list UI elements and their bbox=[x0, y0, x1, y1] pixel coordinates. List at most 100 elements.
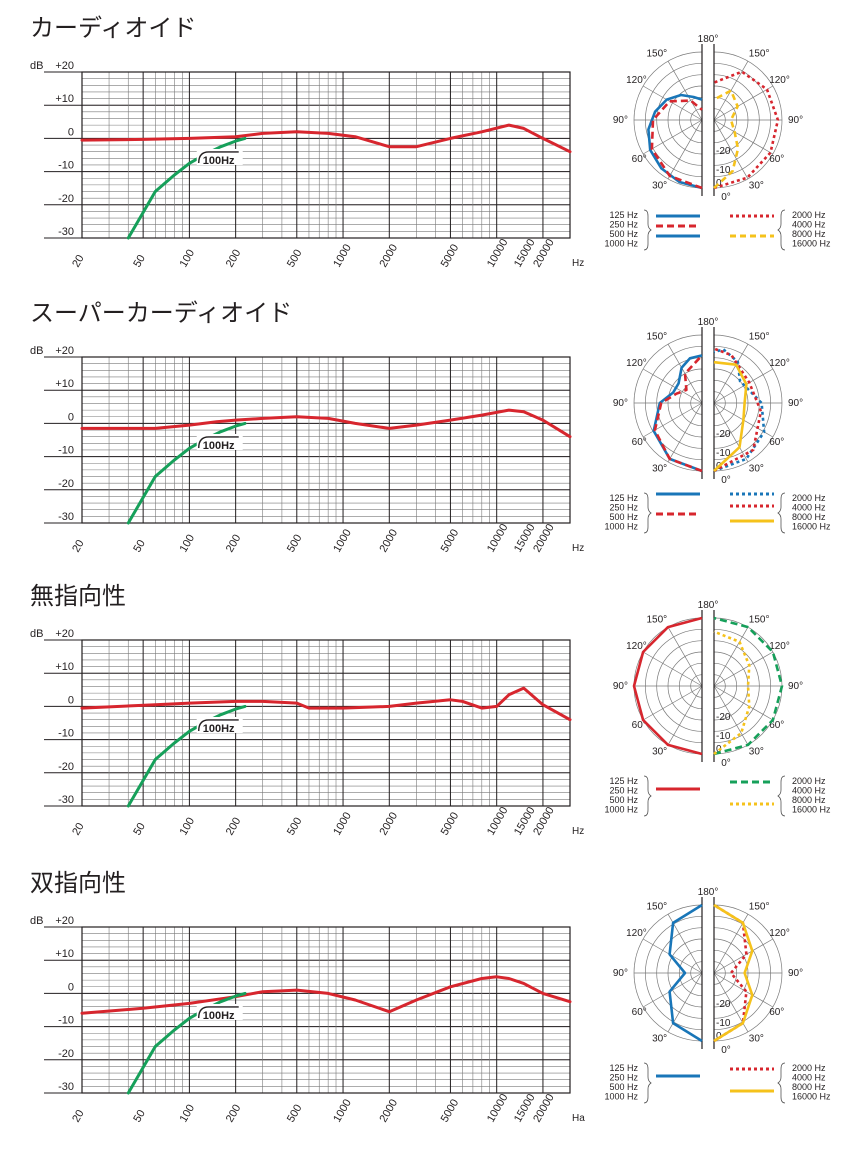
x-tick-label: 10000 bbox=[485, 805, 511, 837]
polar-angle-label: 120° bbox=[626, 928, 647, 939]
polar-spoke bbox=[642, 85, 703, 121]
y-unit-label: dB bbox=[30, 60, 43, 72]
legend-label-right: 4000 Hz bbox=[792, 786, 826, 796]
polar-pattern-chart: 180° 150° 150° 120° 120° 90° 90° 60° 60° 30° 30° 0°… bbox=[604, 887, 831, 1104]
polar-ring-label: -10 bbox=[716, 731, 731, 742]
x-tick-label: 200 bbox=[224, 248, 244, 270]
polar-angle-label: 30° bbox=[749, 180, 764, 191]
polar-angle-label: 60° bbox=[769, 1007, 784, 1018]
x-tick-label: 50 bbox=[131, 538, 148, 555]
x-tick-label: 50 bbox=[131, 821, 148, 838]
lowcut-badge-bg bbox=[196, 716, 243, 733]
polar-spoke bbox=[713, 119, 749, 180]
polar-angle-label: 120° bbox=[769, 75, 790, 86]
x-unit-label: Hz bbox=[572, 543, 584, 554]
polar-angle-label: 30° bbox=[652, 1033, 667, 1044]
response-curve bbox=[80, 975, 572, 1015]
polar-angle-label: 150° bbox=[749, 615, 770, 626]
polar-angle-label: 60° bbox=[632, 437, 647, 448]
polar-angle-label: 90° bbox=[788, 968, 803, 979]
polar-angle-label: 60° bbox=[769, 154, 784, 165]
x-tick-label: 10000 bbox=[485, 1092, 511, 1124]
lowcut-filter-icon bbox=[198, 151, 239, 164]
x-tick-label: 10000 bbox=[485, 237, 511, 269]
polar-angle-label: 150° bbox=[749, 49, 770, 60]
x-unit-label: Hz bbox=[572, 826, 584, 837]
y-tick-label: +20 bbox=[55, 915, 74, 927]
legend-label-left: 250 Hz bbox=[609, 503, 638, 513]
y-tick-label: 0 bbox=[68, 694, 74, 706]
legend-label-right: 16000 Hz bbox=[792, 805, 831, 815]
legend-label-right: 8000 Hz bbox=[792, 229, 826, 239]
polar-angle-label: 90° bbox=[613, 968, 628, 979]
legend-label-right: 8000 Hz bbox=[792, 1082, 826, 1092]
y-tick-label: -10 bbox=[58, 1015, 74, 1027]
lowcut-filter-icon bbox=[198, 719, 239, 732]
response-curve bbox=[80, 408, 572, 439]
polar-spoke bbox=[713, 402, 749, 463]
polar-spoke bbox=[667, 402, 703, 463]
legend-label-left: 125 Hz bbox=[609, 493, 638, 503]
x-tick-label: 500 bbox=[285, 1103, 305, 1125]
legend-brace bbox=[643, 775, 652, 817]
legend-label-right: 2000 Hz bbox=[792, 1063, 826, 1073]
x-tick-label: 200 bbox=[224, 1103, 244, 1125]
polar-angle-label: 180° bbox=[698, 317, 719, 328]
section-supercardioid: スーパーカーディオイド +20 +10 0 -10 -20 -30 dB 20 50 100 200 5… bbox=[0, 293, 850, 563]
x-tick-label: 50 bbox=[131, 1108, 148, 1125]
y-tick-label: +10 bbox=[55, 948, 74, 960]
polar-angle-label: 90° bbox=[788, 398, 803, 409]
polar-curve bbox=[713, 630, 751, 756]
polar-angle-label: 180° bbox=[698, 600, 719, 611]
y-tick-label: +10 bbox=[55, 661, 74, 673]
polar-ring-label: -20 bbox=[716, 999, 731, 1010]
polar-spoke bbox=[642, 651, 703, 687]
polar-spoke bbox=[713, 119, 774, 155]
polar-angle-label: 150° bbox=[647, 615, 668, 626]
legend-label-right: 16000 Hz bbox=[792, 1092, 831, 1102]
section-omni: 無指向性 +20 +10 0 -10 -20 -30 dB 20 50 100 200 500 1000 2… bbox=[0, 576, 850, 846]
legend-brace bbox=[777, 775, 786, 817]
x-tick-label: 20 bbox=[70, 1108, 87, 1125]
y-tick-label: +10 bbox=[55, 378, 74, 390]
polar-angle-label: 90° bbox=[788, 115, 803, 126]
y-tick-label: +10 bbox=[55, 93, 74, 105]
y-tick-label: -10 bbox=[58, 445, 74, 457]
polar-angle-label: 120° bbox=[769, 928, 790, 939]
y-tick-label: -30 bbox=[58, 1081, 74, 1093]
legend-label-left: 250 Hz bbox=[609, 1073, 638, 1083]
polar-angle-label: 90° bbox=[613, 398, 628, 409]
polar-angle-label: 30° bbox=[749, 1033, 764, 1044]
polar-spoke bbox=[713, 651, 774, 687]
polar-curve bbox=[713, 903, 754, 1043]
lowcut-badge-bg bbox=[196, 1003, 243, 1020]
legend-label-left: 500 Hz bbox=[609, 229, 638, 239]
polar-spoke bbox=[713, 343, 749, 404]
frequency-response-chart: +20 +10 0 -10 -20 -30 dB 20 50 100 200 500 1000 2000 5… bbox=[30, 628, 584, 838]
x-tick-label: 1000 bbox=[331, 527, 354, 554]
polar-ring-label: 0 bbox=[716, 178, 722, 189]
plot-frame bbox=[81, 356, 571, 524]
polar-angle-label: 90° bbox=[613, 681, 628, 692]
legend-label-right: 2000 Hz bbox=[792, 493, 826, 503]
polar-spoke bbox=[667, 343, 703, 404]
polar-angle-label: 30° bbox=[749, 463, 764, 474]
polar-spoke bbox=[667, 60, 703, 121]
frequency-response-chart: +20 +10 0 -10 -20 -30 dB 20 50 100 200 500 1000 2000 5… bbox=[30, 915, 585, 1125]
legend-label-right: 8000 Hz bbox=[792, 512, 826, 522]
polar-angle-label: 120° bbox=[626, 358, 647, 369]
polar-curve bbox=[652, 354, 703, 473]
x-tick-label: 2000 bbox=[378, 1097, 401, 1124]
polar-angle-label: 0° bbox=[721, 192, 731, 203]
x-unit-label: Hz bbox=[572, 258, 584, 269]
x-tick-label: 5000 bbox=[439, 527, 462, 554]
polar-angle-label: 150° bbox=[749, 902, 770, 913]
polar-angle-label: 120° bbox=[626, 641, 647, 652]
section-title: カーディオイド bbox=[30, 14, 197, 42]
polar-curve bbox=[650, 99, 703, 190]
polar-ring-label: -20 bbox=[716, 429, 731, 440]
x-tick-label: 100 bbox=[178, 533, 198, 555]
x-tick-label: 2000 bbox=[378, 810, 401, 837]
legend-label-left: 125 Hz bbox=[609, 1063, 638, 1073]
response-curve bbox=[80, 123, 572, 154]
